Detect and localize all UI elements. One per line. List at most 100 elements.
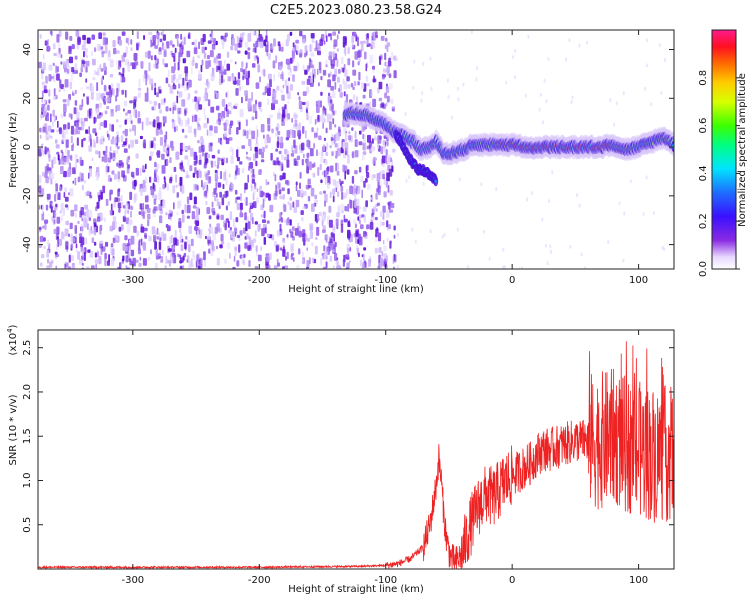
noise-cell xyxy=(386,237,389,242)
noise-cell xyxy=(328,55,332,61)
noise-cell xyxy=(241,61,244,68)
noise-cell xyxy=(344,125,347,132)
noise-cell xyxy=(105,166,108,176)
noise-cell xyxy=(118,71,121,76)
noise-cell xyxy=(113,268,116,269)
noise-cell xyxy=(253,186,256,195)
noise-cell xyxy=(361,82,365,90)
noise-cell xyxy=(94,252,98,258)
noise-cell xyxy=(422,181,425,186)
noise-cell xyxy=(50,217,54,221)
noise-cell xyxy=(234,246,237,252)
noise-cell xyxy=(194,114,198,122)
noise-cell xyxy=(136,31,139,40)
noise-cell xyxy=(145,163,147,170)
noise-cell xyxy=(342,259,345,267)
noise-cell xyxy=(67,122,70,130)
noise-cell xyxy=(213,188,217,195)
noise-cell xyxy=(84,48,87,56)
noise-cell xyxy=(385,37,388,42)
noise-cell xyxy=(363,247,367,251)
noise-cell xyxy=(127,37,130,46)
noise-cell xyxy=(234,189,238,195)
noise-cell xyxy=(263,210,266,219)
noise-cell xyxy=(286,251,289,260)
noise-cell xyxy=(384,92,388,99)
noise-cell xyxy=(231,148,234,156)
noise-cell xyxy=(347,203,350,212)
noise-cell xyxy=(344,170,346,180)
noise-cell xyxy=(183,36,186,45)
noise-cell xyxy=(43,237,46,242)
noise-cell xyxy=(133,108,137,117)
noise-cell xyxy=(169,85,173,94)
noise-cell xyxy=(299,49,303,54)
noise-cell xyxy=(346,262,350,269)
noise-cell xyxy=(154,55,157,61)
noise-cell xyxy=(373,137,378,141)
noise-cell xyxy=(180,244,184,251)
noise-cell xyxy=(79,233,83,237)
noise-cell xyxy=(360,259,363,267)
noise-cell xyxy=(158,32,160,36)
noise-cell xyxy=(660,90,663,95)
noise-cell xyxy=(182,214,185,223)
noise-cell xyxy=(173,74,176,80)
noise-cell xyxy=(285,58,290,65)
noise-cell xyxy=(317,167,320,176)
noise-cell xyxy=(382,205,386,213)
noise-cell xyxy=(353,207,357,214)
noise-cell xyxy=(372,65,375,70)
noise-cell xyxy=(181,184,185,194)
noise-cell xyxy=(247,52,251,60)
colorbar: 0.00.20.40.60.8 Normalized spectral ampl… xyxy=(698,29,748,277)
noise-cell xyxy=(196,253,199,263)
noise-cell xyxy=(48,99,51,104)
noise-cell xyxy=(81,44,86,51)
noise-cell xyxy=(371,42,376,49)
noise-cell xyxy=(345,254,350,260)
noise-cell xyxy=(47,149,51,158)
noise-cell xyxy=(172,44,175,48)
noise-cell xyxy=(383,144,386,153)
noise-cell xyxy=(147,50,151,59)
noise-cell xyxy=(171,118,174,123)
noise-cell xyxy=(354,51,358,60)
noise-cell xyxy=(194,96,197,102)
noise-cell xyxy=(337,191,340,197)
noise-cell xyxy=(111,248,115,256)
noise-cell xyxy=(162,30,164,35)
noise-cell xyxy=(246,130,249,139)
noise-cell xyxy=(108,50,111,57)
noise-cell xyxy=(396,57,398,62)
noise-cell xyxy=(360,43,364,52)
noise-cell xyxy=(68,254,71,263)
noise-cell xyxy=(327,166,330,172)
noise-cell xyxy=(397,233,399,237)
noise-cell xyxy=(382,139,386,146)
noise-cell xyxy=(353,199,357,208)
noise-cell xyxy=(110,243,114,248)
noise-cell xyxy=(316,226,320,236)
noise-cell xyxy=(117,188,120,197)
noise-cell xyxy=(153,137,156,142)
noise-cell xyxy=(329,145,332,149)
noise-cell xyxy=(301,258,304,263)
noise-cell xyxy=(132,105,136,109)
noise-cell xyxy=(267,181,270,185)
x-tick-label: -200 xyxy=(248,575,271,586)
noise-cell xyxy=(354,32,357,39)
noise-cell xyxy=(54,207,57,212)
noise-cell xyxy=(318,82,320,87)
noise-cell xyxy=(215,92,220,99)
noise-cell xyxy=(315,40,318,49)
noise-cell xyxy=(149,121,152,125)
noise-cell xyxy=(347,221,351,227)
noise-cell xyxy=(220,214,224,221)
noise-cell xyxy=(109,246,114,255)
noise-cell xyxy=(382,68,387,73)
noise-cell xyxy=(190,258,193,268)
noise-cell xyxy=(287,180,290,186)
noise-cell xyxy=(275,132,278,137)
